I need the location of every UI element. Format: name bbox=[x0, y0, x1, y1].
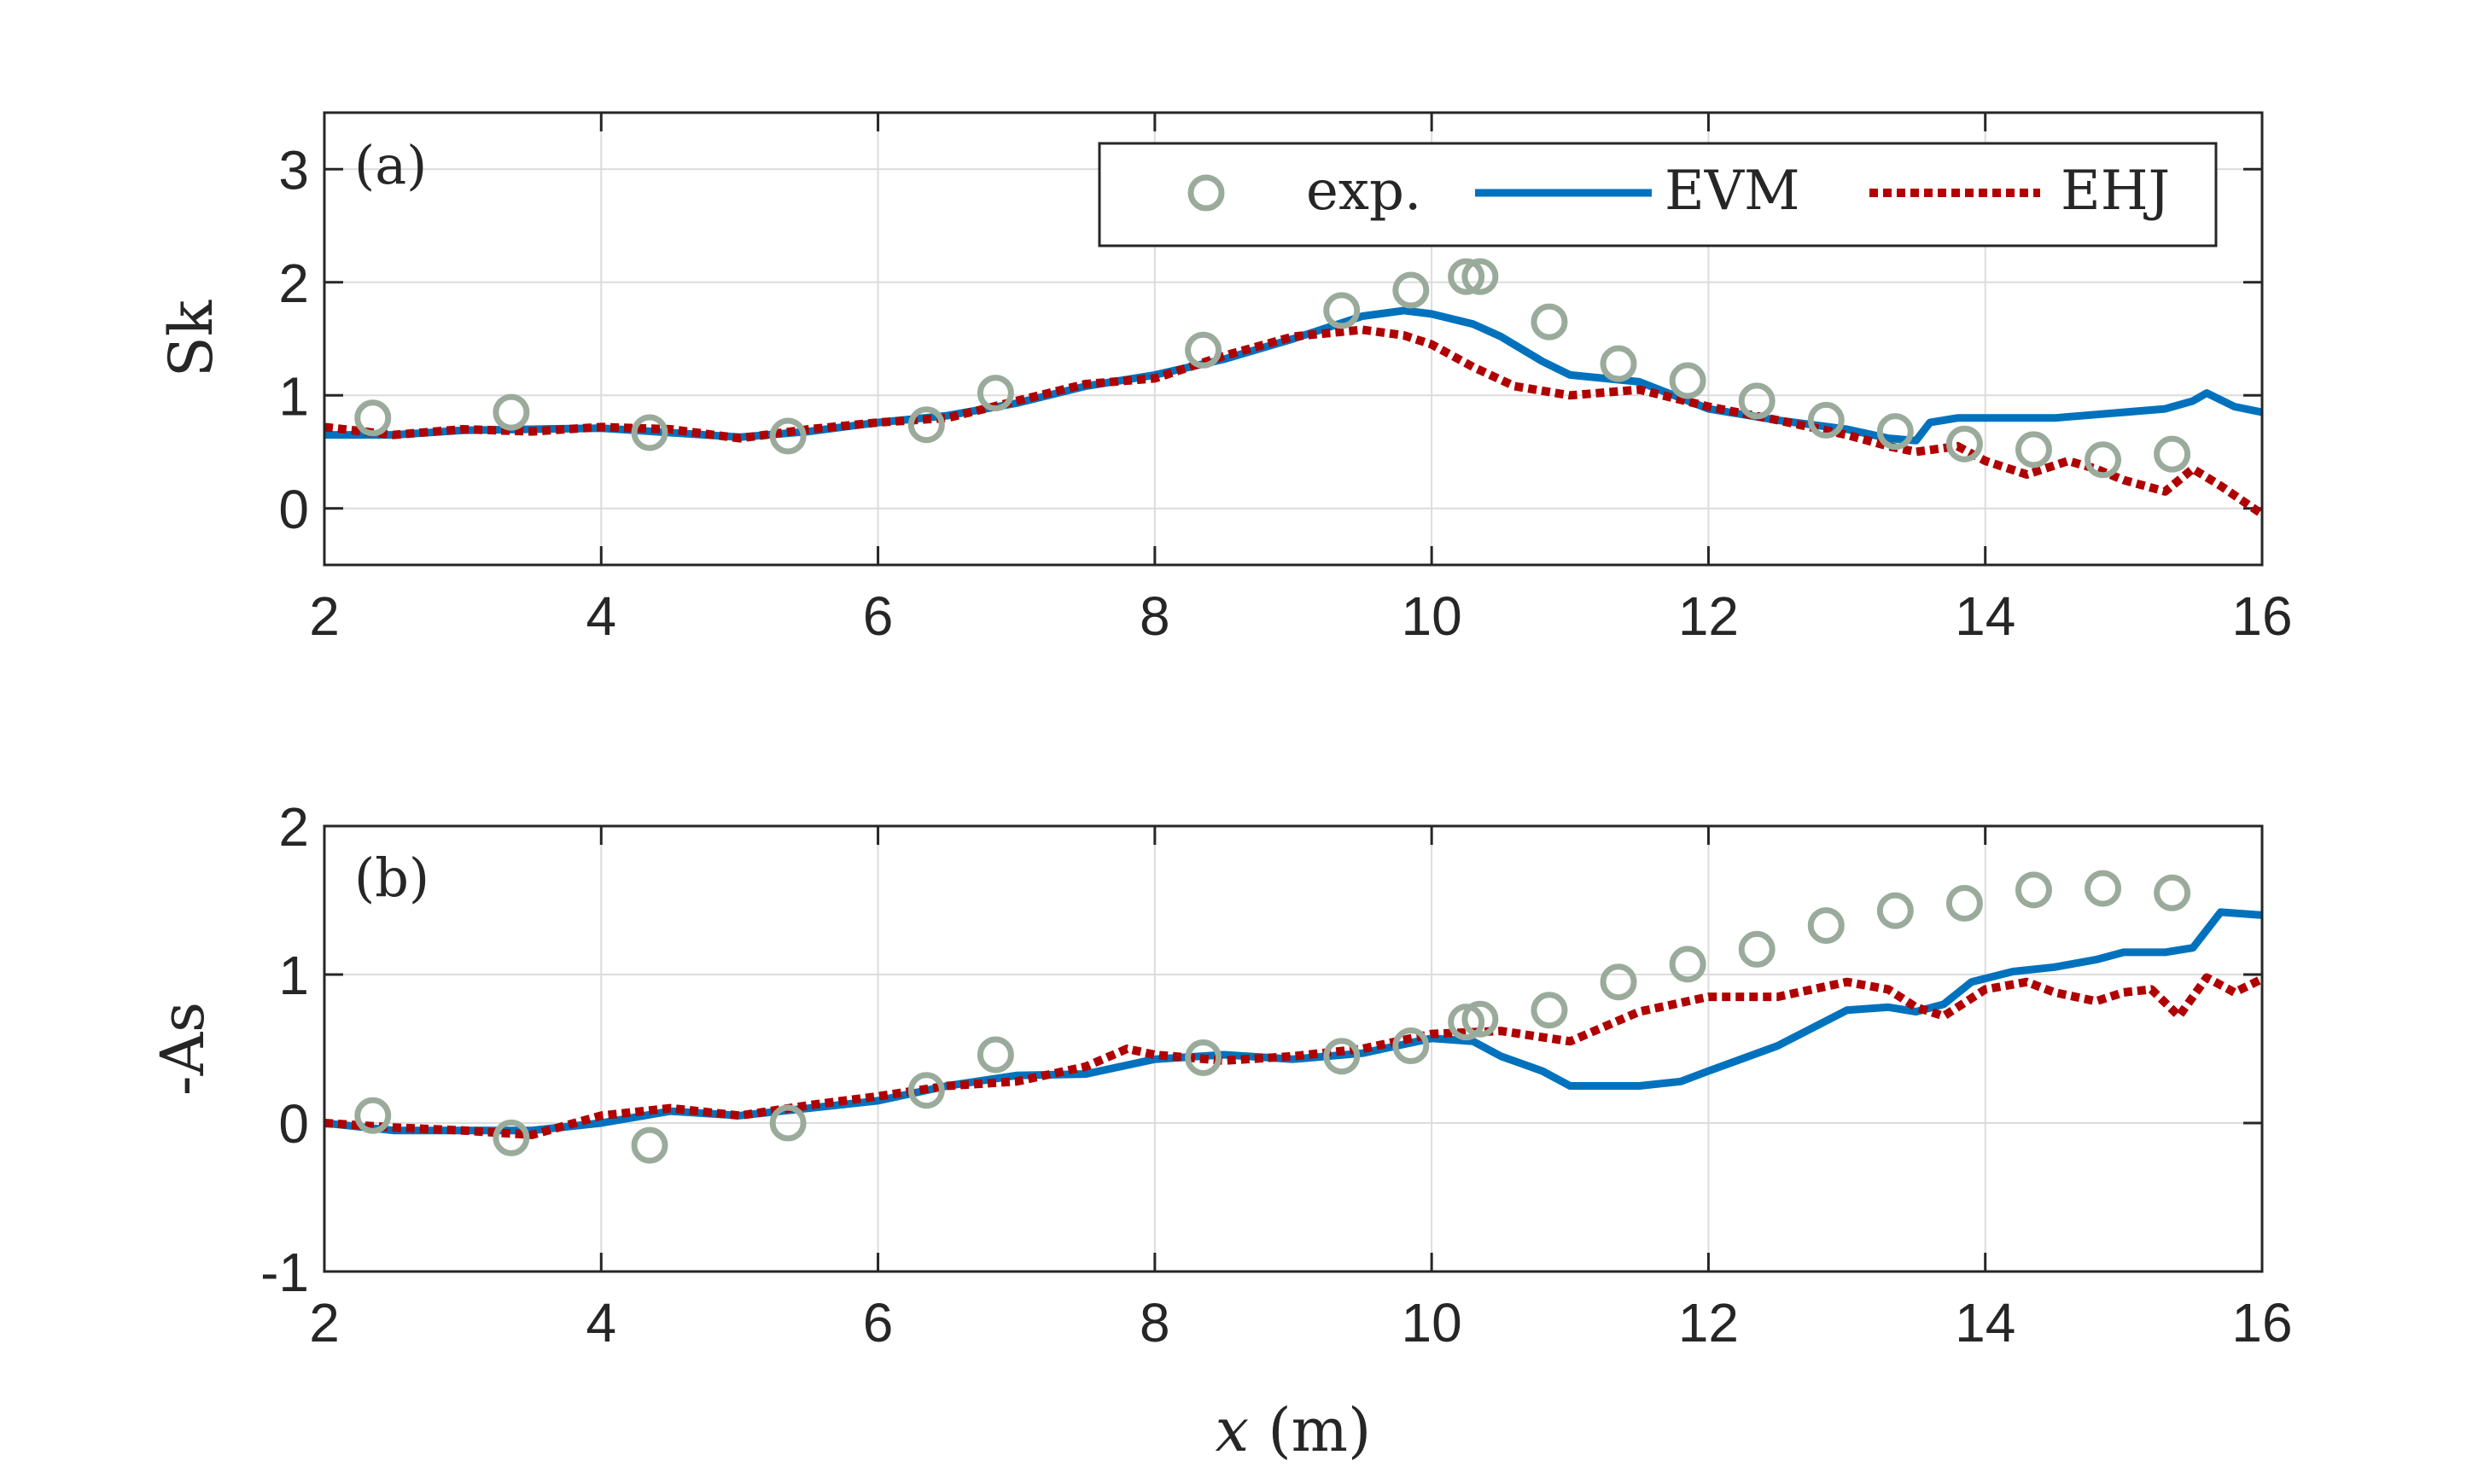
x-axis-title: x (m) bbox=[1216, 1395, 1372, 1465]
series-line-ehj bbox=[324, 325, 2262, 518]
y-tick-label: 2 bbox=[278, 796, 309, 858]
data-point-exp bbox=[1185, 1039, 1222, 1076]
axes-box-a bbox=[323, 111, 2264, 567]
data-point-exp bbox=[1669, 946, 1706, 983]
data-point-exp bbox=[631, 1126, 668, 1164]
x-tick-label: 12 bbox=[1678, 585, 1739, 647]
y-tick-label: 1 bbox=[278, 365, 309, 427]
data-point-exp bbox=[769, 417, 807, 455]
data-point-exp bbox=[1461, 258, 1499, 295]
x-tick-label: 16 bbox=[2231, 1292, 2292, 1353]
series-a bbox=[324, 258, 2262, 518]
data-point-exp bbox=[1531, 992, 1568, 1029]
data-point-exp bbox=[2154, 874, 2191, 911]
series-b bbox=[324, 870, 2262, 1164]
y-axis-title-a: Sk bbox=[156, 300, 226, 377]
x-tick-label: 10 bbox=[1402, 1292, 1462, 1353]
legend-box bbox=[1098, 142, 2218, 247]
data-point-exp bbox=[1448, 258, 1485, 295]
axes-box-b bbox=[323, 824, 2264, 1273]
x-tick-label: 6 bbox=[863, 585, 894, 647]
x-axis-variable: x bbox=[1216, 1395, 1249, 1465]
legend-label-exp: exp. bbox=[1306, 160, 1421, 223]
x-tick-label: 4 bbox=[586, 585, 616, 647]
data-point-exp bbox=[1531, 303, 1568, 340]
data-point-exp bbox=[2085, 870, 2122, 907]
data-point-exp bbox=[2085, 441, 2122, 479]
data-point-exp bbox=[493, 1119, 530, 1156]
data-point-exp bbox=[1738, 930, 1776, 968]
legend: exp. EVM EHJ bbox=[1098, 142, 2218, 247]
data-point-exp bbox=[977, 375, 1014, 412]
y-axis-title-b: -As bbox=[148, 1002, 218, 1096]
data-point-exp bbox=[907, 1072, 945, 1109]
data-point-exp bbox=[1876, 892, 1914, 929]
x-tick-label: 6 bbox=[863, 1292, 894, 1353]
data-point-exp bbox=[1185, 331, 1222, 369]
data-point-exp bbox=[1461, 1000, 1499, 1038]
y-tick-label: 3 bbox=[278, 139, 309, 201]
x-tick-label: 16 bbox=[2231, 585, 2292, 647]
x-tick-label: 4 bbox=[586, 1292, 616, 1353]
y-tick-label: 2 bbox=[278, 253, 309, 314]
x-tick-label: 2 bbox=[309, 1292, 340, 1353]
data-point-exp bbox=[493, 393, 530, 431]
data-point-exp bbox=[1323, 1038, 1361, 1075]
data-point-exp bbox=[1807, 401, 1845, 439]
data-point-exp bbox=[1392, 271, 1430, 309]
data-point-exp bbox=[1448, 1004, 1485, 1041]
y-tick-label: 0 bbox=[278, 479, 309, 540]
data-point-exp bbox=[354, 399, 392, 437]
data-point-exp bbox=[1945, 884, 1983, 922]
x-tick-label: 8 bbox=[1140, 1292, 1170, 1353]
y-tick-label: -1 bbox=[260, 1242, 309, 1303]
data-point-exp bbox=[1876, 413, 1914, 451]
y-tick-label: 0 bbox=[278, 1093, 309, 1155]
data-point-exp bbox=[1945, 425, 1983, 463]
legend-label-ehj: EHJ bbox=[2061, 160, 2170, 223]
x-tick-label: 8 bbox=[1140, 585, 1170, 647]
x-tick-label: 12 bbox=[1678, 1292, 1739, 1353]
data-point-exp bbox=[2154, 435, 2191, 473]
panel-label-b: (b) bbox=[354, 847, 429, 909]
data-point-exp bbox=[631, 414, 668, 451]
data-point-exp bbox=[1392, 1027, 1430, 1065]
x-tick-label: 2 bbox=[309, 585, 340, 647]
data-point-exp bbox=[769, 1104, 807, 1142]
panel-label-a: (a) bbox=[354, 134, 427, 196]
series-line-ehj bbox=[324, 973, 2262, 1139]
x-axis-unit: (m) bbox=[1249, 1395, 1371, 1465]
data-point-exp bbox=[1600, 345, 1637, 382]
data-point-exp bbox=[907, 406, 945, 444]
x-tick-label: 14 bbox=[1955, 585, 2015, 647]
data-point-exp bbox=[2015, 871, 2052, 909]
data-point-exp bbox=[1600, 963, 1637, 1001]
legend-label-evm: EVM bbox=[1665, 160, 1799, 223]
x-tick-label: 14 bbox=[1955, 1292, 2015, 1353]
legend-marker-exp bbox=[1187, 174, 1225, 212]
x-tick-label: 10 bbox=[1402, 585, 1462, 647]
data-point-exp bbox=[1323, 292, 1361, 329]
y-tick-label: 1 bbox=[278, 945, 309, 1006]
data-point-exp bbox=[2015, 431, 2052, 468]
data-point-exp bbox=[1669, 362, 1706, 399]
data-point-exp bbox=[1807, 907, 1845, 945]
data-point-exp bbox=[354, 1097, 392, 1134]
data-point-exp bbox=[977, 1036, 1014, 1074]
data-point-exp bbox=[1738, 382, 1776, 420]
plot-area-b bbox=[324, 826, 2262, 1272]
